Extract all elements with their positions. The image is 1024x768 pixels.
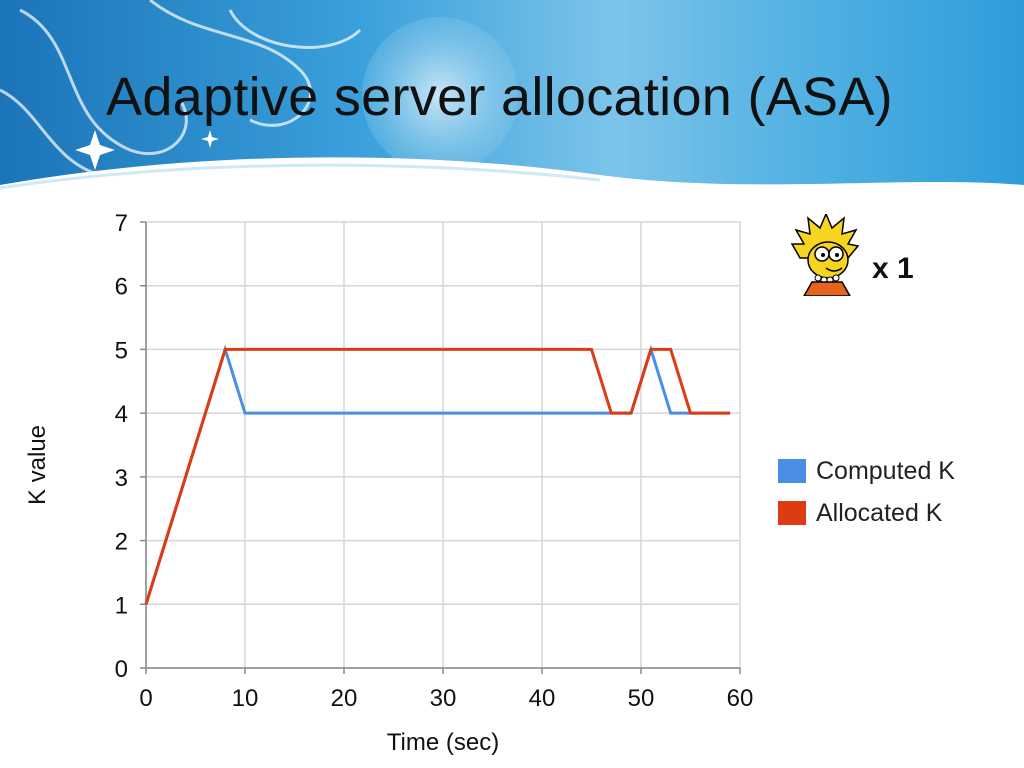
y-tick-label: 2: [115, 529, 128, 556]
series-lines: [144, 344, 731, 605]
swirl-decoration: [228, 9, 362, 49]
swirl-decoration: [0, 88, 101, 177]
y-tick-label: 1: [115, 592, 128, 619]
y-tick-label: 7: [115, 210, 128, 237]
legend-label-computed: Computed K: [816, 456, 955, 485]
swirl-decoration: [19, 8, 188, 156]
x-tick-label: 10: [232, 685, 259, 712]
x-tick-label: 20: [331, 685, 358, 712]
y-tick-label: 3: [115, 465, 128, 492]
lisa-simpson-icon: [790, 214, 860, 296]
slide-title: Adaptive server allocation (ASA): [106, 67, 893, 127]
title-banner: [0, 0, 1024, 200]
swirl-decoration: [149, 0, 312, 127]
y-axis-title: K value: [24, 425, 51, 505]
y-tick-label: 5: [115, 337, 128, 364]
moon-decoration: [362, 17, 518, 173]
axes: [140, 221, 741, 674]
legend-item-allocated: Allocated K: [778, 492, 955, 534]
line-chart: 0 1 2 3 4 5 6 7 0 10 20 30 40 50 60 Time (sec) K value: [24, 210, 754, 756]
x-tick-label: 0: [139, 685, 152, 712]
y-tick-label: 0: [115, 656, 128, 683]
x-tick-label: 40: [529, 685, 556, 712]
legend-swatch-computed: [778, 459, 806, 483]
tick-labels: 0 1 2 3 4 5 6 7 0 10 20 30 40 50 60: [115, 210, 754, 712]
x-tick-label: 30: [430, 685, 457, 712]
x-tick-label: 50: [628, 685, 655, 712]
x-tick-label: 60: [727, 685, 754, 712]
sparkle-icon: [75, 130, 115, 170]
x-axis-title: Time (sec): [387, 729, 499, 756]
y-tick-label: 6: [115, 274, 128, 301]
legend-item-computed: Computed K: [778, 450, 955, 492]
y-tick-label: 4: [115, 401, 128, 428]
sparkle-icon: [201, 130, 219, 148]
multiplier-label: x 1: [872, 252, 914, 285]
chart-legend: Computed K Allocated K: [778, 450, 955, 534]
legend-label-allocated: Allocated K: [816, 498, 943, 527]
legend-swatch-allocated: [778, 501, 806, 525]
series-line-allocated-k: [144, 347, 731, 605]
wave-decoration: [0, 157, 1024, 200]
grid: [145, 221, 741, 669]
